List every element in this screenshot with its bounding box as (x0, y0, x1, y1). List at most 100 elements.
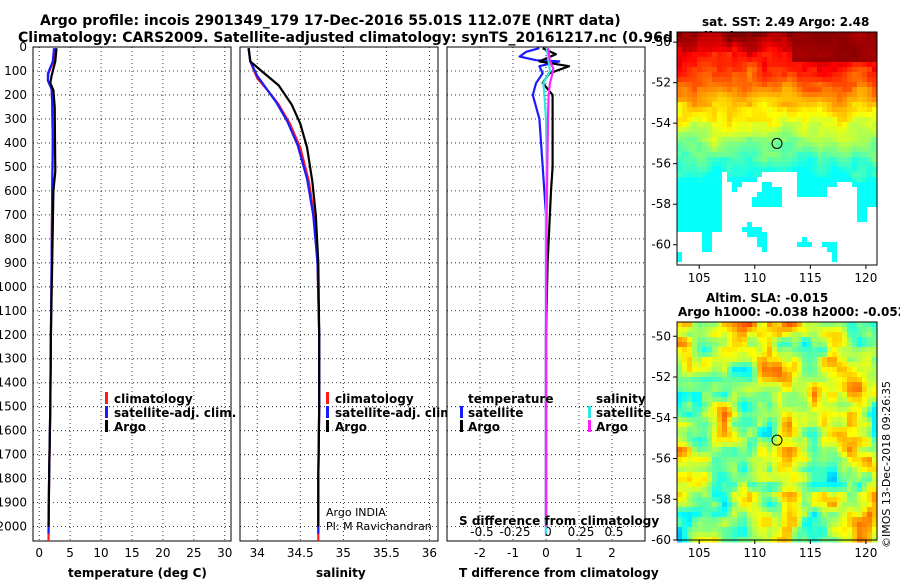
map-cell (857, 112, 863, 118)
map-cell (702, 147, 708, 153)
map-cell (797, 452, 803, 458)
map-cell (862, 387, 868, 393)
map-cell (707, 442, 713, 448)
map-cell (762, 217, 768, 223)
map-cell (677, 117, 683, 123)
map-cell (752, 177, 758, 183)
map-cell (717, 217, 723, 223)
map-cell (717, 502, 723, 508)
map-cell (757, 172, 763, 178)
map-cell (767, 227, 773, 233)
map-cell (867, 107, 873, 113)
map-cell (847, 32, 853, 38)
map-cell (812, 517, 818, 523)
map-cell (852, 432, 858, 438)
map-cell (782, 227, 788, 233)
map-cell (792, 342, 798, 348)
map-cell (872, 497, 878, 503)
salinity-x-ticks: 34 34.5 35 35.5 36 (250, 546, 437, 560)
map-cell (677, 192, 683, 198)
map-cell (687, 92, 693, 98)
map-cell (722, 92, 728, 98)
map-cell (707, 172, 713, 178)
map-cell (762, 142, 768, 148)
map-cell (777, 492, 783, 498)
map-cell (692, 42, 698, 48)
map-cell (767, 82, 773, 88)
difference-grid (447, 46, 645, 541)
map-cell (677, 77, 683, 83)
map-cell (847, 217, 853, 223)
map-cell (817, 122, 823, 128)
map-cell (712, 422, 718, 428)
map-cell (737, 412, 743, 418)
map-cell (872, 367, 878, 373)
map-cell (872, 457, 878, 463)
map-cell (737, 447, 743, 453)
map-cell (732, 42, 738, 48)
map-cell (692, 402, 698, 408)
map-cell (722, 422, 728, 428)
map-cell (687, 522, 693, 528)
map-cell (712, 477, 718, 483)
map-cell (742, 247, 748, 253)
map-cell (817, 522, 823, 528)
map-cell (687, 342, 693, 348)
map-cell (717, 92, 723, 98)
map-cell (807, 412, 813, 418)
map-cell (717, 212, 723, 218)
map-cell (692, 227, 698, 233)
map-cell (682, 232, 688, 238)
map-cell (742, 462, 748, 468)
map-cell (737, 357, 743, 363)
map-cell (707, 497, 713, 503)
map-cell (777, 507, 783, 513)
map-cell (827, 97, 833, 103)
map-cell (807, 502, 813, 508)
map-cell (727, 342, 733, 348)
map-cell (757, 167, 763, 173)
map-cell (837, 37, 843, 43)
map-cell (687, 112, 693, 118)
map-cell (837, 487, 843, 493)
map-cell (777, 437, 783, 443)
map-cell (697, 527, 703, 533)
map-cell (762, 507, 768, 513)
map-cell (827, 492, 833, 498)
map-cell (842, 257, 848, 263)
map-cell (697, 422, 703, 428)
map-cell (722, 82, 728, 88)
map-cell (682, 492, 688, 498)
map-cell (737, 97, 743, 103)
map-cell (732, 132, 738, 138)
map-cell (867, 47, 873, 53)
map-cell (722, 122, 728, 128)
map-cell (767, 332, 773, 338)
map-cell (772, 372, 778, 378)
map-cell (687, 82, 693, 88)
map-cell (712, 52, 718, 58)
map-cell (812, 52, 818, 58)
map-cell (812, 407, 818, 413)
map-cell (752, 112, 758, 118)
map-cell (702, 107, 708, 113)
map-cell (687, 512, 693, 518)
map-cell (857, 512, 863, 518)
map-cell (782, 147, 788, 153)
map-cell (732, 37, 738, 43)
map-cell (827, 322, 833, 328)
map-cell (797, 342, 803, 348)
map-cell (687, 387, 693, 393)
map-cell (692, 322, 698, 328)
map-cell (767, 517, 773, 523)
map-cell (737, 432, 743, 438)
map-cell (772, 427, 778, 433)
map-cell (772, 342, 778, 348)
map-cell (872, 77, 878, 83)
map-cell (677, 97, 683, 103)
map-cell (782, 447, 788, 453)
map-cell (797, 387, 803, 393)
map-y-tick-label: -54 (651, 116, 671, 130)
map-cell (857, 377, 863, 383)
map-cell (812, 457, 818, 463)
